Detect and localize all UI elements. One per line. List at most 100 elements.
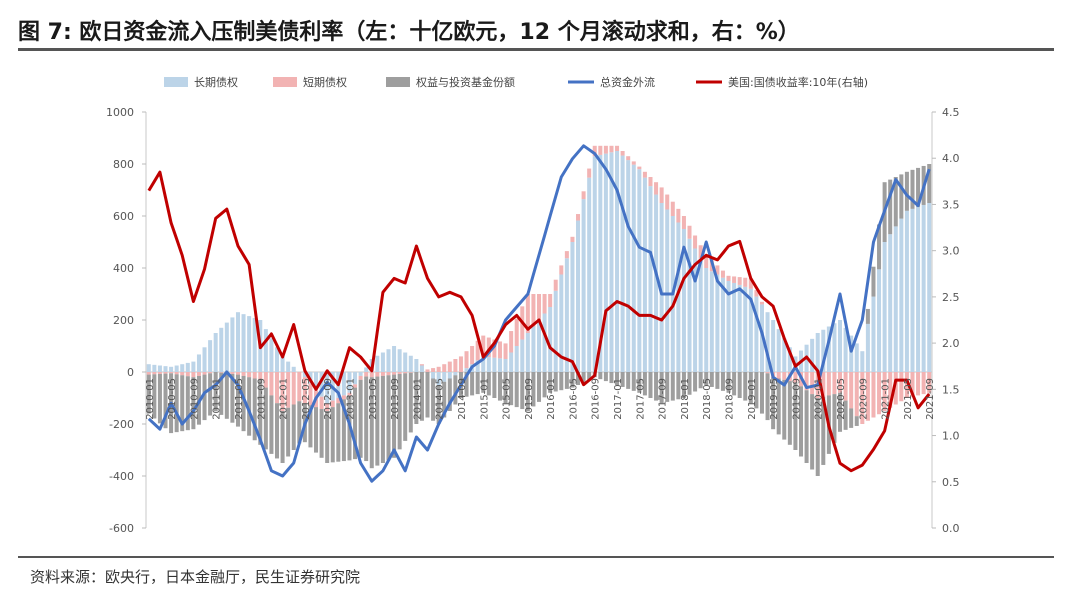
short-term-debt-bar <box>570 236 575 242</box>
legend-equity-fund-label: 权益与投资基金份额 <box>416 75 515 89</box>
equity-fund-bar <box>854 416 859 426</box>
short-term-debt-bar <box>916 372 921 396</box>
long-term-debt-bar <box>570 242 575 372</box>
short-term-debt-bar <box>308 383 313 406</box>
long-term-debt-bar <box>364 367 369 372</box>
long-term-debt-bar <box>609 152 614 372</box>
equity-fund-bar <box>358 379 363 458</box>
short-term-debt-bar <box>603 145 608 154</box>
equity-fund-bar <box>910 169 915 209</box>
short-term-debt-bar <box>888 372 893 408</box>
y-right-tick-label: 3.5 <box>942 198 960 211</box>
short-term-debt-bar <box>620 151 625 156</box>
short-term-debt-bar <box>665 194 670 210</box>
long-term-debt-bar <box>843 327 848 372</box>
equity-fund-bar <box>408 372 413 433</box>
long-term-debt-bar <box>497 358 502 372</box>
short-term-debt-bar <box>732 276 737 283</box>
y-right-tick-label: 3.0 <box>942 245 960 258</box>
equity-fund-bar <box>776 378 781 435</box>
equity-fund-bar <box>325 411 330 463</box>
long-term-debt-bar <box>871 296 876 372</box>
equity-fund-bar <box>598 372 603 380</box>
equity-fund-bar <box>486 372 491 396</box>
equity-fund-bar <box>665 372 670 402</box>
short-term-debt-bar <box>587 168 592 178</box>
short-term-debt-bar <box>676 208 681 223</box>
short-term-debt-bar <box>319 396 324 410</box>
short-term-debt-bar <box>486 337 491 358</box>
y-right-tick-label: 1.5 <box>942 383 960 396</box>
chart-legend: 长期债权 短期债权 权益与投资基金份额 总资金外流 美国:国债收益率:10年(右轴) <box>164 75 868 89</box>
short-term-debt-bar <box>442 364 447 372</box>
short-term-debt-bar <box>821 372 826 397</box>
equity-fund-bar <box>704 372 709 385</box>
short-term-debt-bar <box>302 377 307 404</box>
short-term-debt-bar <box>838 372 843 393</box>
equity-fund-bar <box>553 372 558 392</box>
y-left-tick-label: 800 <box>113 158 134 171</box>
long-term-debt-bar <box>520 339 525 372</box>
short-term-debt-bar <box>191 372 196 378</box>
short-term-debt-bar <box>871 372 876 418</box>
long-term-debt-bar <box>380 352 385 372</box>
long-term-debt-bar <box>548 307 553 372</box>
long-term-debt-bar <box>174 365 179 372</box>
long-term-debt-bar <box>687 238 692 372</box>
equity-fund-bar <box>893 177 898 227</box>
short-term-debt-bar <box>169 372 174 374</box>
long-term-debt-bar <box>169 366 174 372</box>
short-term-debt-bar <box>681 216 686 229</box>
long-term-debt-bar <box>559 274 564 372</box>
equity-fund-bar <box>810 394 815 470</box>
long-term-debt-bar <box>392 346 397 372</box>
short-term-debt-bar <box>810 372 815 395</box>
x-tick-label: 2010-09 <box>189 378 200 420</box>
y-right-tick-label: 0.5 <box>942 476 960 489</box>
short-term-debt-bar <box>503 343 508 359</box>
long-term-debt-bar <box>486 357 491 372</box>
long-term-debt-bar <box>832 323 837 372</box>
short-term-debt-bar <box>854 372 859 417</box>
short-term-debt-bar <box>230 372 235 374</box>
equity-fund-bar <box>286 407 291 457</box>
long-term-debt-bar <box>269 338 274 372</box>
long-term-debt-bar <box>196 354 201 372</box>
long-term-debt-bar <box>274 347 280 372</box>
short-term-debt-bar <box>330 400 335 408</box>
equity-fund-bar <box>548 372 553 393</box>
long-term-debt-bar <box>826 326 831 372</box>
short-term-debt-bar <box>704 255 709 268</box>
equity-fund-bar <box>793 382 798 450</box>
short-term-debt-bar <box>392 372 397 375</box>
equity-fund-bar <box>536 372 542 402</box>
y-left-tick-label: -200 <box>109 418 134 431</box>
y-left-tick-label: -400 <box>109 470 134 483</box>
equity-fund-bar <box>180 375 185 432</box>
legend-total-outflow-label: 总资金外流 <box>600 75 655 89</box>
long-term-debt-bar <box>659 203 664 372</box>
long-term-debt-bar <box>603 153 608 372</box>
x-tick-label: 2014-05 <box>435 378 446 420</box>
short-term-debt-bar <box>726 275 731 281</box>
total-outflow-line <box>147 144 931 483</box>
long-term-debt-bar <box>319 372 324 397</box>
short-term-debt-bar <box>782 372 787 380</box>
y-right-tick-label: 1.0 <box>942 430 960 443</box>
short-term-debt-bar <box>397 372 402 374</box>
source-note: 资料来源：欧央行，日本金融厅，民生证券研究院 <box>30 568 361 586</box>
equity-fund-bar <box>425 372 430 418</box>
short-term-debt-bar <box>202 372 207 375</box>
equity-fund-bar <box>743 372 748 401</box>
short-term-debt-bar <box>826 372 831 396</box>
equity-fund-bar <box>157 373 162 424</box>
equity-fund-bar <box>899 174 904 219</box>
short-term-debt-bar <box>776 372 781 379</box>
long-term-debt-bar <box>810 338 815 372</box>
short-term-debt-bar <box>235 372 240 375</box>
long-term-debt-bar <box>492 357 497 372</box>
y-left-tick-label: -600 <box>109 522 134 535</box>
long-term-debt-bar <box>525 333 530 372</box>
short-term-debt-bar <box>364 372 369 377</box>
short-term-debt-bar <box>581 191 586 200</box>
